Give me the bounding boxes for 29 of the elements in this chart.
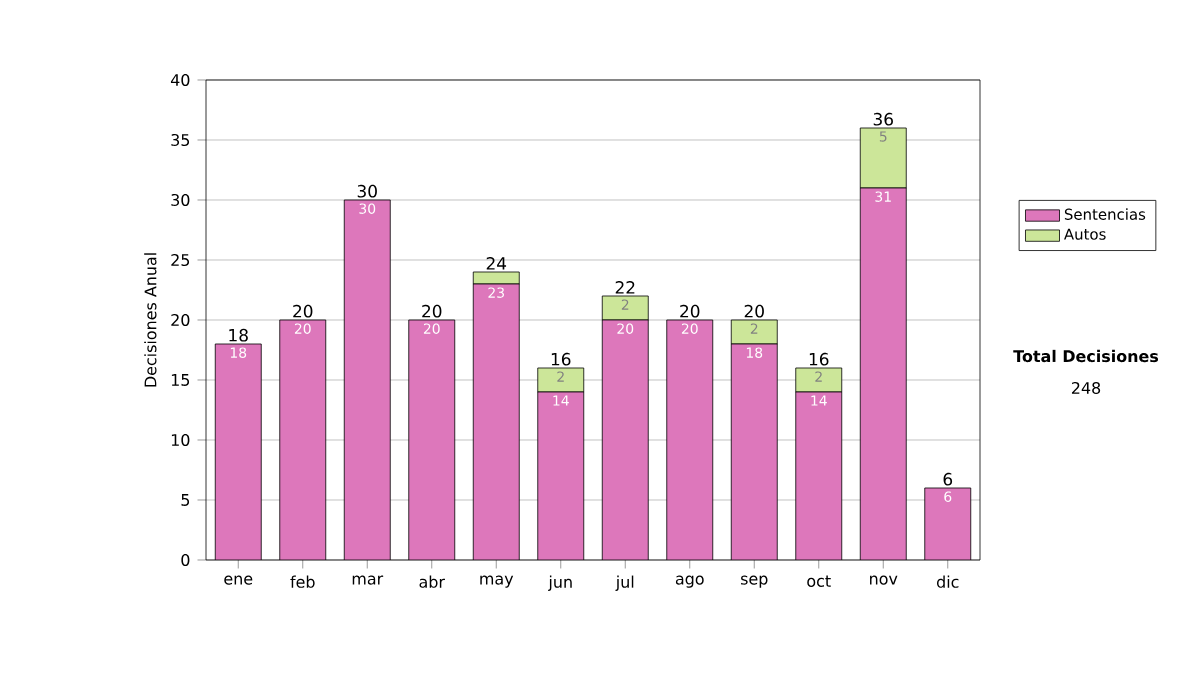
bar: [215, 343, 262, 560]
bar: [795, 367, 843, 393]
bar: [601, 295, 649, 321]
total-label: 6: [943, 472, 953, 486]
bar: [279, 319, 326, 560]
total-label: 20: [422, 304, 442, 318]
bar: [408, 319, 455, 560]
bar: [731, 343, 778, 560]
total-label: 24: [486, 257, 507, 270]
bar: [666, 319, 713, 560]
bar: [860, 187, 907, 560]
total-label: 16: [809, 352, 829, 366]
total-label: 22: [615, 281, 635, 294]
bar: [472, 271, 520, 285]
bar: [537, 367, 585, 393]
bar: [924, 487, 972, 560]
total-label: 16: [551, 352, 571, 366]
bar: [795, 391, 842, 560]
bar: [602, 319, 649, 560]
bar: [730, 319, 778, 345]
bar: [344, 199, 391, 560]
total-label: 20: [293, 304, 313, 318]
total-label: 18: [229, 328, 248, 342]
total-label: 20: [680, 304, 700, 318]
total-label: 20: [744, 304, 764, 318]
total-label: 30: [357, 184, 377, 198]
bar: [537, 391, 584, 560]
total-label: 36: [873, 112, 893, 126]
bar: [473, 283, 520, 560]
